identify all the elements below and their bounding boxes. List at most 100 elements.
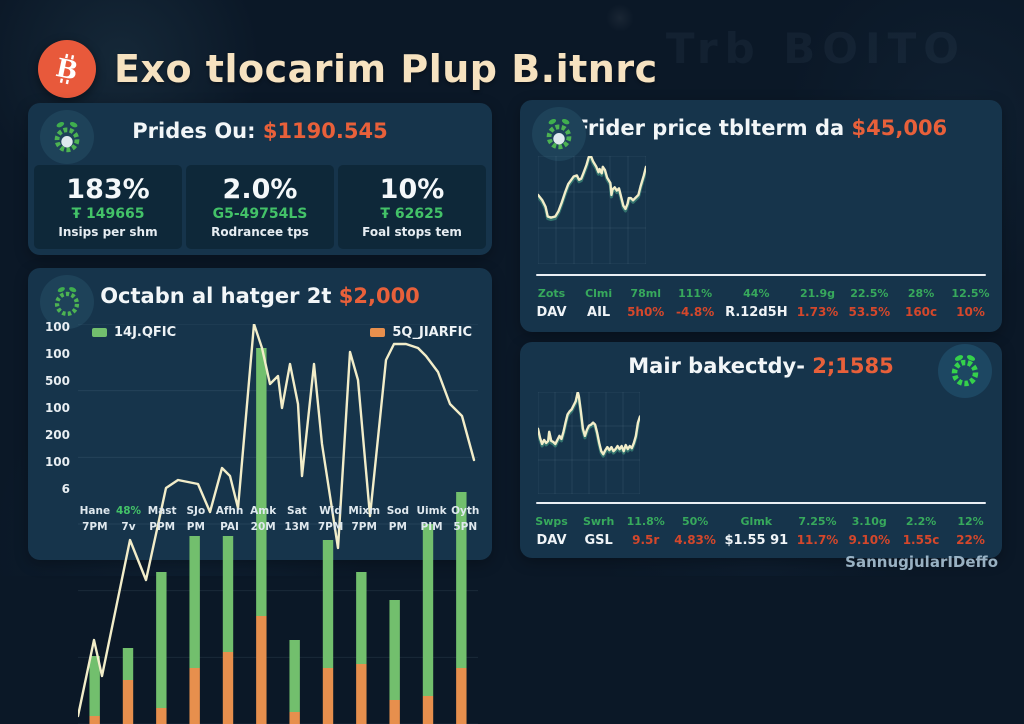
x-label-bottom: PM — [388, 521, 407, 533]
footer-text: SannugjularIDeffo — [845, 553, 998, 571]
table-column: 11.8% 9.5r — [622, 510, 669, 552]
price-panel: Frider price tblterm da $45,006 Zots DAV C… — [520, 100, 1002, 332]
x-label-top: Sat — [287, 505, 307, 517]
table-column: 111% -4.8% — [669, 282, 721, 324]
table-column: 12% 22% — [947, 510, 994, 552]
x-axis-labels: Hane 7PM 48% 7v Mast PPM SJo PM Afhn PAI Amk 20M Sat… — [78, 505, 482, 551]
y-axis-tick: 200 — [44, 428, 70, 442]
x-label-bottom: 20M — [250, 521, 276, 533]
legend-item-green[interactable]: 14J.QFIC — [92, 325, 176, 340]
table-cell-top: 7.25% — [798, 515, 837, 528]
market-title-value: 2;1585 — [812, 354, 894, 378]
table-column: Glmk $1.55 91 — [721, 510, 792, 552]
table-column: Zots DAV — [528, 282, 575, 324]
stat-label: Insips per shm — [58, 224, 158, 239]
table-column: 78ml 5h0% — [622, 282, 669, 324]
stat-value: G5-49754LS — [212, 205, 308, 222]
table-cell-top: 28% — [907, 287, 935, 300]
legend-item-orange[interactable]: 5Q_JIARFIC — [370, 325, 472, 340]
table-cell-bottom: 53.5% — [848, 305, 891, 319]
y-axis-tick: 6 — [61, 482, 70, 496]
table-cell-top: 50% — [681, 515, 709, 528]
legend-swatch-green-icon — [92, 328, 107, 337]
x-axis-label: Mixm 7PM — [347, 505, 381, 551]
stats-panel-header: Prides Ou: $1190.545 — [28, 103, 492, 164]
x-label-top: Amk — [250, 505, 277, 517]
x-label-bottom: 7PM — [82, 521, 108, 533]
x-label-bottom: 13M — [284, 521, 310, 533]
y-axis-tick: 100 — [44, 455, 70, 469]
x-label-top: Oyth — [451, 505, 480, 517]
wreath-icon — [532, 107, 586, 161]
x-label-bottom: PPM — [149, 521, 176, 533]
bar-title-value: $2,000 — [338, 284, 420, 308]
stat-percent: 183% — [66, 173, 150, 205]
x-label-bottom: PAI — [220, 521, 239, 533]
table-cell-top: 3.10g — [851, 515, 887, 528]
x-label-bottom: 7PM — [317, 521, 344, 533]
table-cell-top: Clmi — [585, 286, 613, 300]
table-cell-bottom: 5h0% — [627, 305, 665, 319]
x-label-top: Mixm — [348, 505, 381, 517]
stats-panel-title: Prides Ou: $1190.545 — [132, 119, 387, 143]
table-column: 22.5% 53.5% — [843, 282, 895, 324]
stat-percent: 10% — [379, 173, 445, 205]
x-label-bottom: 7PM — [351, 521, 377, 533]
wreath-icon — [938, 344, 992, 398]
table-column: 50% 4.83% — [669, 510, 721, 552]
bitcoin-logo-icon: B — [38, 40, 96, 99]
stat-label: Rodrancee tps — [211, 224, 309, 239]
market-line-chart — [538, 392, 640, 494]
stat-percent: 2.0% — [222, 173, 298, 205]
table-cell-bottom: 1.55c — [902, 533, 940, 547]
stats-title-value: $1190.545 — [262, 119, 388, 143]
price-title-text: Frider price tblterm da — [574, 116, 845, 140]
market-table: Swps DAV Swrh GSL 11.8% 9.5r 50% 4.83% Glmk $1.55… — [528, 510, 994, 552]
table-cell-bottom: R.12d5H — [725, 304, 788, 320]
y-axis-tick: 500 — [44, 374, 70, 388]
table-cell-bottom: DAV — [536, 304, 567, 320]
y-axis-tick: 100 — [44, 320, 70, 334]
x-axis-label: Hane 7PM — [78, 505, 112, 551]
price-table: Zots DAV Clmi AIL 78ml 5h0% 111% -4.8% 44% R.12d5… — [528, 282, 994, 324]
stat-box-1: 183% Ŧ 149665 Insips per shm — [34, 165, 182, 249]
table-cell-bottom: 10% — [956, 305, 985, 319]
x-axis-label: Sat 13M — [280, 505, 314, 551]
x-label-bottom: PIM — [420, 521, 443, 533]
table-column: 21.9g 1.73% — [792, 282, 844, 324]
stats-title-text: Prides Ou: — [132, 119, 256, 143]
table-cell-bottom: 1.73% — [796, 305, 839, 319]
table-cell-bottom: -4.8% — [675, 305, 715, 319]
legend-label: 5Q_JIARFIC — [392, 325, 472, 340]
table-column: Swrh GSL — [575, 510, 622, 552]
x-label-bottom: 7v — [121, 521, 136, 533]
x-label-top: SJo — [186, 505, 206, 517]
x-axis-label: Wid 7PM — [314, 505, 348, 551]
price-panel-title: Frider price tblterm da $45,006 — [575, 116, 947, 140]
table-cell-top: 78ml — [630, 287, 661, 300]
x-axis-label: Mast PPM — [145, 505, 179, 551]
app-header: B Exo tlocarim Plup B.itnrc — [38, 22, 658, 117]
x-label-top: 48% — [115, 505, 142, 517]
table-column: Swps DAV — [528, 510, 575, 552]
bar-panel-title: Octabn al hatger 2t $2,000 — [100, 284, 420, 308]
chart-legend: 14J.QFIC 5Q_JIARFIC — [92, 325, 472, 340]
y-axis-labels: 100 100 500 100 200 100 6 — [36, 320, 70, 496]
y-axis-tick: 100 — [44, 401, 70, 415]
table-column: 12.5% 10% — [947, 282, 994, 324]
legend-swatch-orange-icon — [370, 328, 386, 337]
wreath-icon — [40, 110, 94, 164]
market-panel-title: Mair bakectdy- 2;1585 — [628, 354, 894, 378]
table-separator — [536, 502, 986, 504]
stat-value: Ŧ 62625 — [380, 205, 444, 222]
x-axis-label: Uimk PIM — [415, 505, 449, 551]
table-cell-top: 11.8% — [626, 515, 665, 528]
table-cell-top: Swrh — [582, 514, 615, 528]
table-separator — [536, 274, 986, 276]
wreath-icon — [40, 275, 94, 329]
market-title-text: Mair bakectdy- — [628, 354, 805, 378]
legend-label: 14J.QFIC — [114, 325, 177, 340]
market-panel: Mair bakectdy- 2;1585 Swps DAV Swrh GSL 11.8… — [520, 342, 1002, 558]
stats-panel: Prides Ou: $1190.545 183% Ŧ 149665 Insips … — [28, 103, 492, 255]
